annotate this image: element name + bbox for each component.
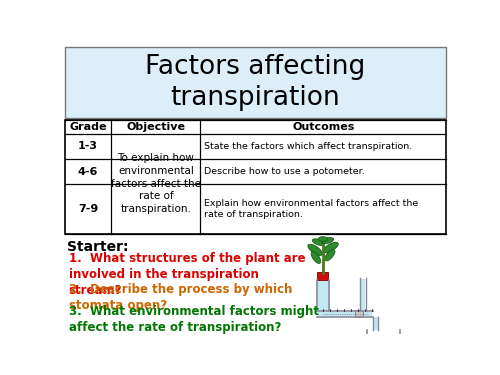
Bar — [356, 310, 363, 317]
Text: Factors affecting
transpiration: Factors affecting transpiration — [146, 54, 366, 111]
Ellipse shape — [322, 237, 334, 244]
Text: Explain how environmental factors affect the
rate of transpiration.: Explain how environmental factors affect… — [204, 199, 418, 219]
Text: Starter:: Starter: — [67, 240, 128, 254]
Bar — [373, 317, 378, 330]
Bar — [360, 279, 365, 311]
Bar — [318, 272, 328, 280]
Bar — [317, 280, 328, 311]
Text: Describe how to use a potometer.: Describe how to use a potometer. — [204, 167, 364, 176]
Bar — [368, 339, 399, 352]
Bar — [317, 312, 372, 316]
Text: 4-6: 4-6 — [78, 166, 98, 177]
Ellipse shape — [318, 237, 328, 242]
Text: Objective: Objective — [126, 122, 186, 132]
Text: 7-9: 7-9 — [78, 204, 98, 214]
Bar — [65, 46, 446, 118]
Ellipse shape — [323, 242, 338, 253]
Text: 1-3: 1-3 — [78, 141, 98, 151]
Bar — [65, 120, 446, 234]
Ellipse shape — [311, 252, 320, 264]
Ellipse shape — [325, 249, 335, 261]
Ellipse shape — [308, 244, 322, 255]
Ellipse shape — [312, 239, 324, 245]
Text: To explain how
environmental
factors affect the
rate of
transpiration.: To explain how environmental factors aff… — [111, 153, 201, 214]
Text: Outcomes: Outcomes — [292, 122, 354, 132]
Text: Grade: Grade — [70, 122, 107, 132]
Text: State the factors which affect transpiration.: State the factors which affect transpira… — [204, 142, 412, 151]
Text: 1.  What structures of the plant are
involved in the transpiration
stream?: 1. What structures of the plant are invo… — [68, 252, 306, 297]
Text: 3.  What environmental factors might
affect the rate of transpiration?: 3. What environmental factors might affe… — [68, 305, 318, 334]
Text: 2.  Describe the process by which
stomata open?: 2. Describe the process by which stomata… — [68, 284, 292, 312]
